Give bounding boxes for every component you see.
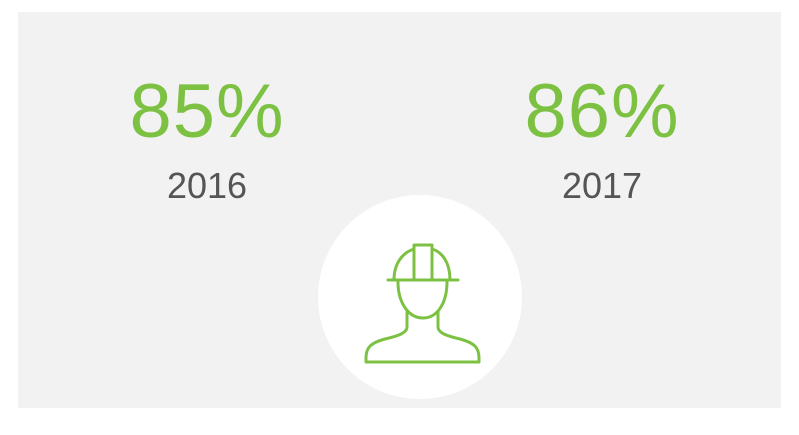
worker-icon <box>364 243 481 364</box>
hat-dome <box>392 247 452 282</box>
stat-value: 85% <box>129 69 284 154</box>
stat-year: 2016 <box>167 165 247 206</box>
head <box>396 280 449 320</box>
stat-value: 86% <box>524 69 679 154</box>
icon-circle <box>318 195 522 399</box>
shoulders <box>364 310 481 364</box>
stat-year: 2017 <box>562 165 642 206</box>
